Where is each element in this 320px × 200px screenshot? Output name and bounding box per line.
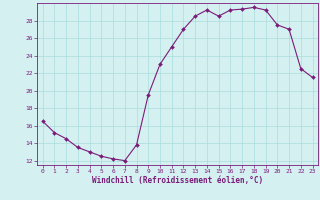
- X-axis label: Windchill (Refroidissement éolien,°C): Windchill (Refroidissement éolien,°C): [92, 176, 263, 185]
